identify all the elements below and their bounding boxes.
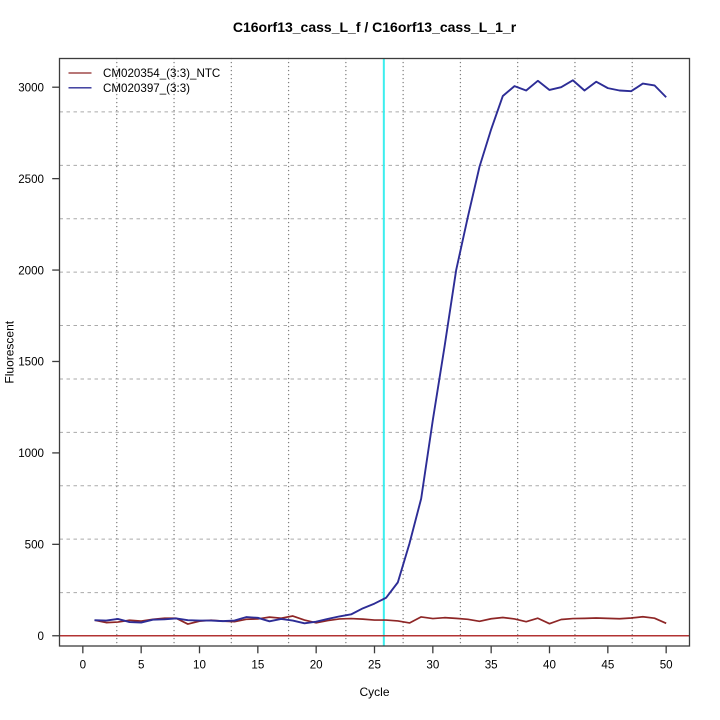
- y-tick-label: 500: [25, 539, 44, 552]
- x-tick-label: 25: [368, 658, 381, 671]
- x-tick-label: 50: [660, 658, 673, 671]
- x-tick-label: 45: [601, 658, 614, 671]
- series-line-1: [94, 79, 667, 625]
- y-tick-label: 2000: [18, 264, 44, 277]
- chart-title: C16orf13_cass_L_f / C16orf13_cass_L_1_r: [233, 19, 517, 35]
- x-tick-label: 35: [485, 658, 498, 671]
- y-tick-label: 3000: [18, 81, 44, 94]
- x-tick-label: 20: [310, 658, 323, 671]
- x-axis-title: Cycle: [359, 685, 389, 699]
- data-series: [94, 79, 667, 625]
- series-line-0: [94, 615, 667, 625]
- legend-label-0: CM020354_(3:3)_NTC: [103, 67, 220, 80]
- grid-lines: [59, 57, 690, 647]
- legend-label-1: CM020397_(3:3): [103, 82, 190, 95]
- plot-frame-and-axes: 0 5 10 15 20 25 30 35 40 45 5005001000150020002500…: [18, 57, 691, 671]
- x-tick-label: 0: [80, 658, 86, 671]
- y-tick-label: 1000: [18, 447, 44, 460]
- x-tick-label: 40: [543, 658, 556, 671]
- x-tick-label: 15: [251, 658, 264, 671]
- plot-border: [58, 57, 691, 647]
- legend: CM020354_(3:3)_NTC CM020397_(3:3): [68, 67, 220, 95]
- y-tick-label: 2500: [18, 173, 44, 186]
- y-tick-label: 0: [38, 630, 44, 643]
- x-tick-label: 5: [138, 658, 144, 671]
- x-tick-label: 30: [426, 658, 439, 671]
- y-tick-label: 1500: [18, 356, 44, 369]
- x-tick-label: 10: [193, 658, 206, 671]
- annotation-lines: [59, 58, 690, 646]
- y-axis-title: Fluorescent: [3, 320, 17, 383]
